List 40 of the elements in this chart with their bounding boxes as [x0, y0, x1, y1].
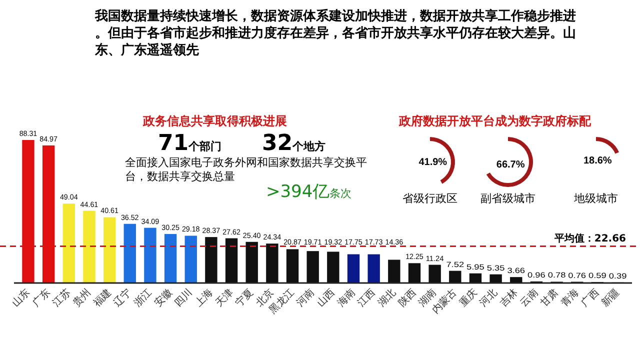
x-tick-label: 云南 — [518, 286, 541, 310]
data-label: 66.7% — [496, 160, 525, 171]
x-tick-label: 青海 — [558, 286, 582, 310]
x-tick-label: 安徽 — [152, 286, 175, 310]
x-tick-label: 广西 — [578, 286, 602, 310]
chart-title: 我国数据量持续快速增长，数据资源体系建设加快推进，数据开放共享工作稳步推进。但由于各省市起步和推进力度存在差异，各省市开放共享水平仍存在较大差异。山东、广东遥遥领先 — [94, 8, 576, 58]
annotation: >394亿条次 — [266, 182, 352, 202]
text: 地级城市 — [573, 192, 618, 205]
x-tick-label: 陕西 — [396, 286, 419, 310]
x-tick-label: 福建 — [90, 286, 114, 310]
x-tick-label: 辽宁 — [111, 286, 134, 310]
x-tick-label: 吉林 — [498, 286, 520, 310]
x-tick-label: 广东 — [30, 286, 53, 310]
annotation: 71个部门 — [158, 131, 222, 156]
x-tick-label: 海南 — [334, 286, 358, 310]
x-tick-label: 河北 — [477, 286, 500, 310]
x-tick-label: 江西 — [355, 286, 378, 310]
ref-line-label: 平均值：22.66 — [553, 232, 626, 244]
x-tick-label: 河南 — [294, 286, 317, 310]
text: 省级行政区 — [402, 192, 458, 205]
data-label: 41.9% — [418, 157, 448, 168]
text: 副省级城市 — [480, 192, 536, 205]
text: 政务信息共享取得积极进展 — [142, 114, 287, 128]
x-tick-label: 天津 — [212, 286, 236, 310]
text: 政府数据开放平台成为数字政府标配 — [398, 114, 592, 128]
x-tick-label: 山西 — [314, 286, 338, 310]
x-tick-label: 重庆 — [456, 286, 480, 310]
x-tick-label: 湖北 — [376, 286, 398, 310]
x-tick-label: 宁夏 — [233, 286, 256, 310]
x-tick-label: 甘肃 — [538, 286, 561, 310]
x-tick-label: 新疆 — [599, 286, 622, 310]
data-label: 18.6% — [583, 156, 612, 166]
x-tick-label: 四川 — [172, 286, 195, 310]
x-tick-label: 江苏 — [50, 286, 73, 310]
x-tick-label: 贵州 — [70, 286, 94, 310]
x-tick-label: 上海 — [192, 286, 216, 310]
annotation: 全面接入国家电子政务外网和国家数据共享交换平台，数据共享交换总量 — [125, 156, 367, 183]
annotation: 32个地方 — [262, 131, 326, 156]
x-tick-label: 山东 — [10, 286, 32, 310]
x-tick-label: 浙江 — [132, 286, 154, 310]
